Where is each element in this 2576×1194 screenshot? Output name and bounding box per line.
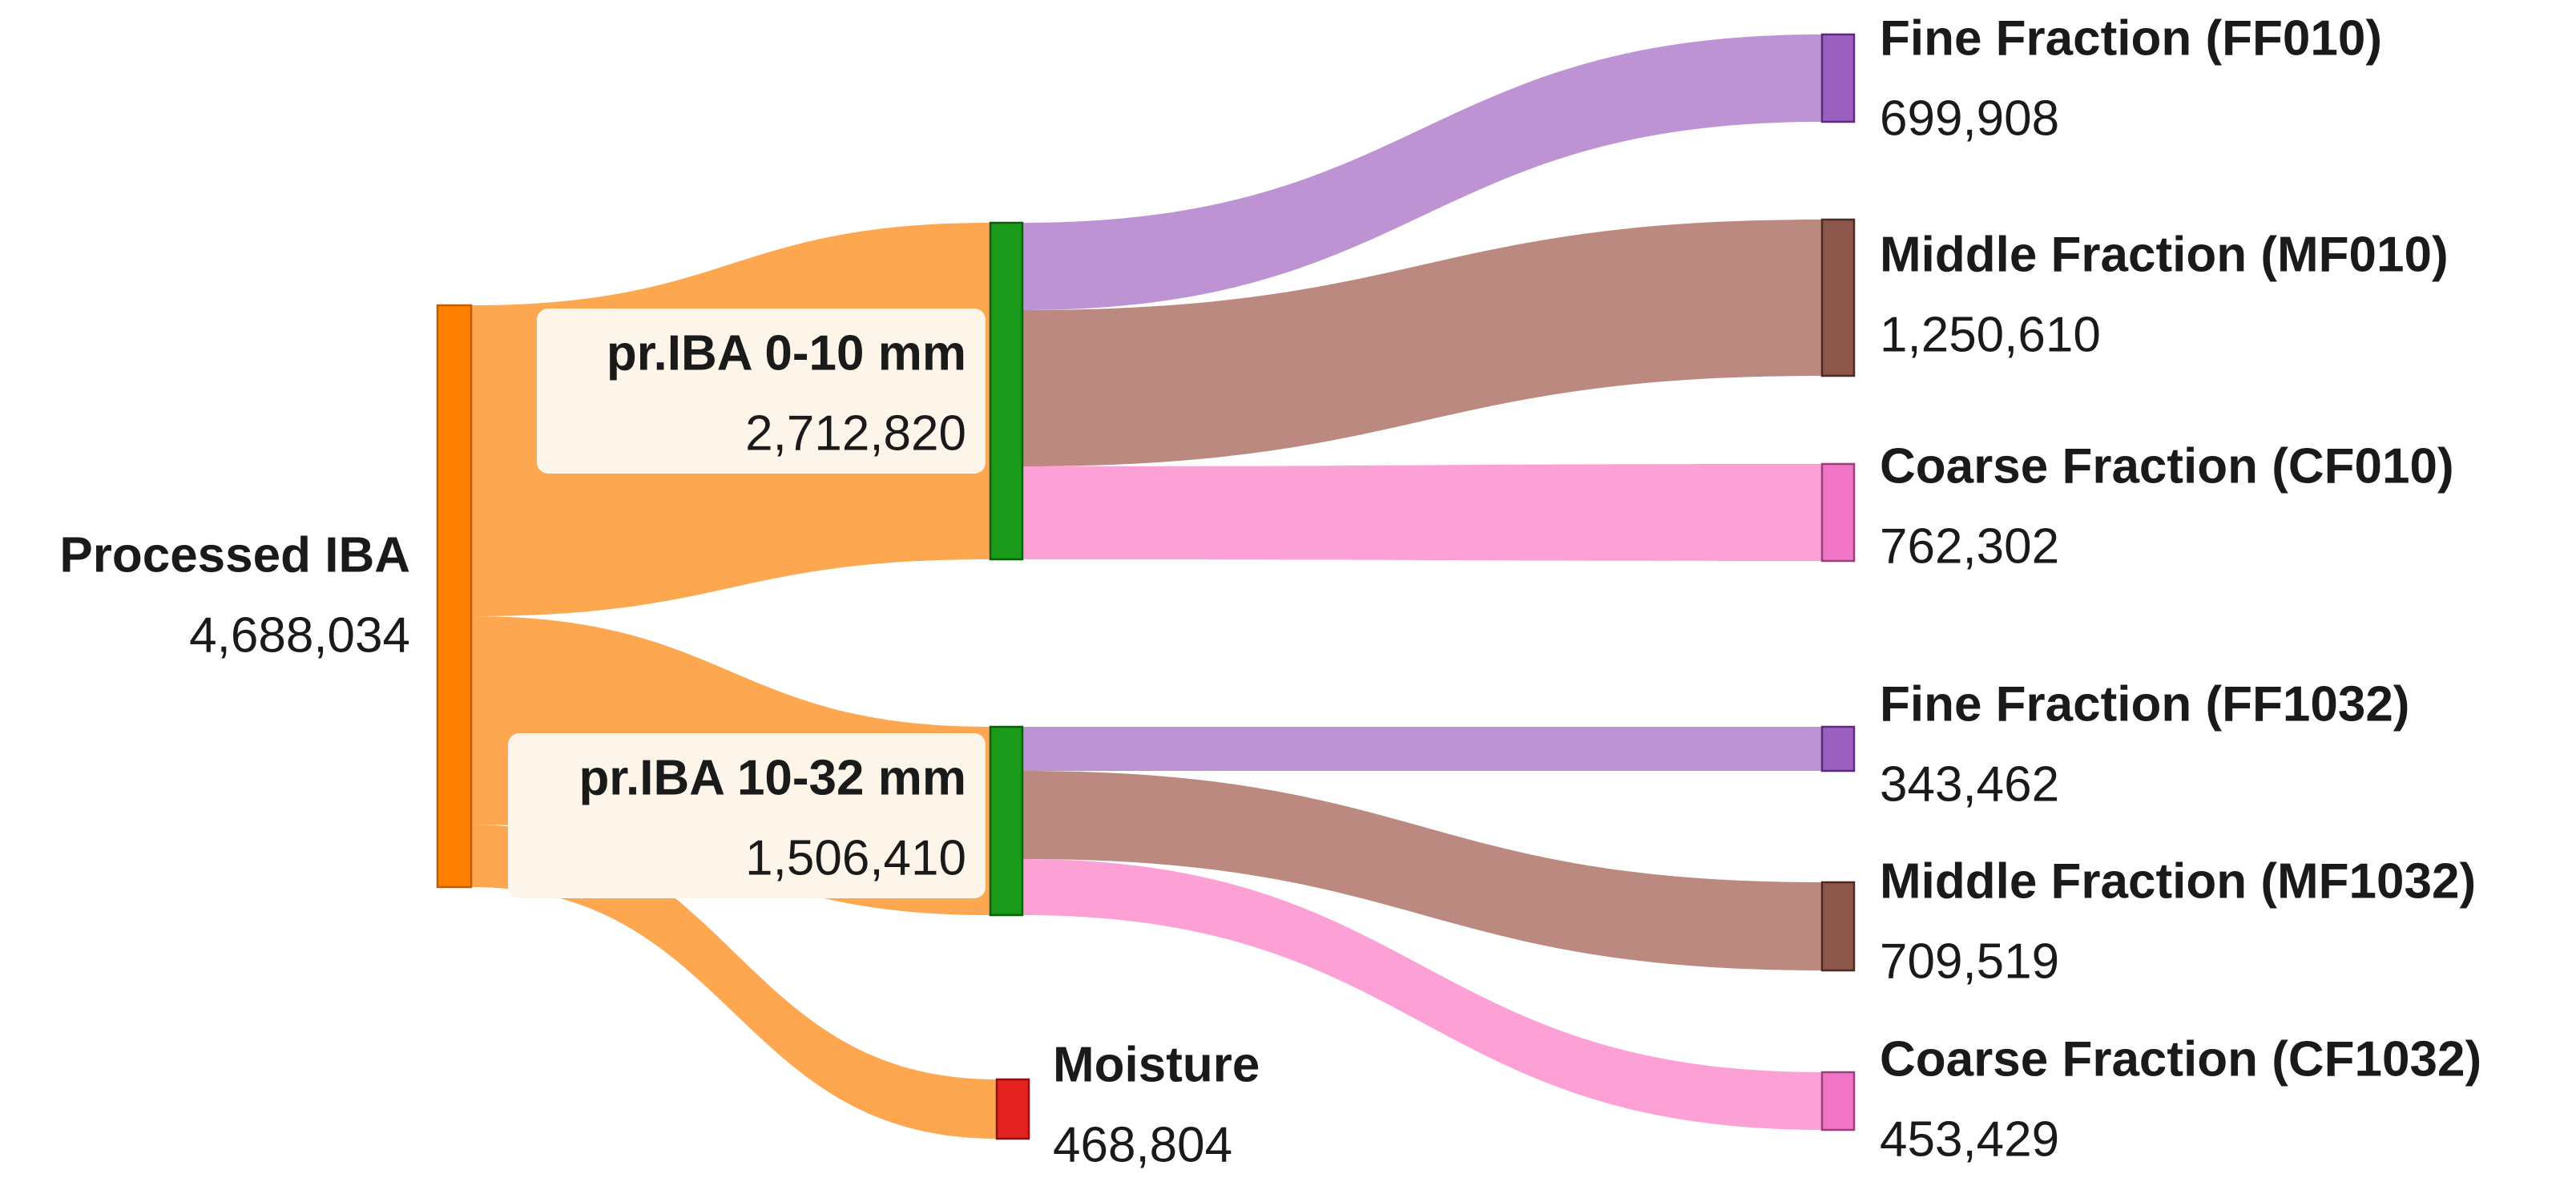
node-label-ff1032: Fine Fraction (FF1032) (1880, 676, 2409, 732)
label-box-iba010 (537, 309, 986, 474)
node-label-iba1032: pr.IBA 10-32 mm (578, 750, 966, 805)
node-value-iba010: 2,712,820 (745, 405, 966, 461)
node-bar-cf010 (1820, 462, 1856, 563)
node-value-mf010: 1,250,610 (1880, 307, 2101, 362)
node-bar-mf010 (1820, 218, 1856, 377)
link-iba1032-to-cf1032 (1022, 859, 1822, 1130)
sankey-labels: Processed IBA 4,688,034 pr.IBA 0-10 mm 2,71… (59, 10, 2481, 1172)
node-bar-cf1032 (1820, 1071, 1856, 1131)
node-bar-mf1032 (1820, 881, 1856, 972)
node-value-mf1032: 709,519 (1880, 934, 2059, 989)
link-iba010-to-mf010 (1022, 220, 1822, 466)
node-value-iba1032: 1,506,410 (745, 830, 966, 885)
node-value-cf1032: 453,429 (1880, 1111, 2059, 1167)
link-iba010-to-ff010 (1022, 34, 1822, 310)
node-bar-moisture (995, 1078, 1030, 1140)
link-processed-to-moisture (471, 825, 997, 1139)
node-bar-processed (436, 304, 473, 889)
node-bar-ff010 (1820, 33, 1856, 123)
node-value-ff1032: 343,462 (1880, 756, 2059, 812)
node-bar-iba1032 (989, 725, 1024, 917)
node-value-moisture: 468,804 (1053, 1117, 1232, 1172)
sankey-nodes (436, 33, 1856, 1140)
node-label-cf1032: Coarse Fraction (CF1032) (1880, 1031, 2481, 1087)
link-iba1032-to-ff1032 (1022, 727, 1822, 771)
node-value-ff010: 699,908 (1880, 91, 2059, 146)
node-label-cf010: Coarse Fraction (CF010) (1880, 438, 2454, 494)
node-label-mf1032: Middle Fraction (MF1032) (1880, 853, 2476, 909)
node-bar-iba010 (989, 221, 1024, 561)
label-box-iba1032 (508, 733, 986, 898)
node-label-iba010: pr.IBA 0-10 mm (607, 325, 966, 381)
node-label-mf010: Middle Fraction (MF010) (1880, 227, 2449, 282)
node-value-cf010: 762,302 (1880, 518, 2059, 574)
node-label-moisture: Moisture (1053, 1037, 1260, 1092)
link-iba1032-to-mf1032 (1022, 771, 1822, 970)
node-bar-ff1032 (1820, 725, 1856, 772)
node-value-processed: 4,688,034 (189, 607, 410, 663)
link-iba010-to-cf010 (1022, 464, 1822, 561)
sankey-links (471, 34, 1822, 1139)
node-label-processed: Processed IBA (59, 527, 410, 583)
node-label-ff010: Fine Fraction (FF010) (1880, 10, 2382, 66)
